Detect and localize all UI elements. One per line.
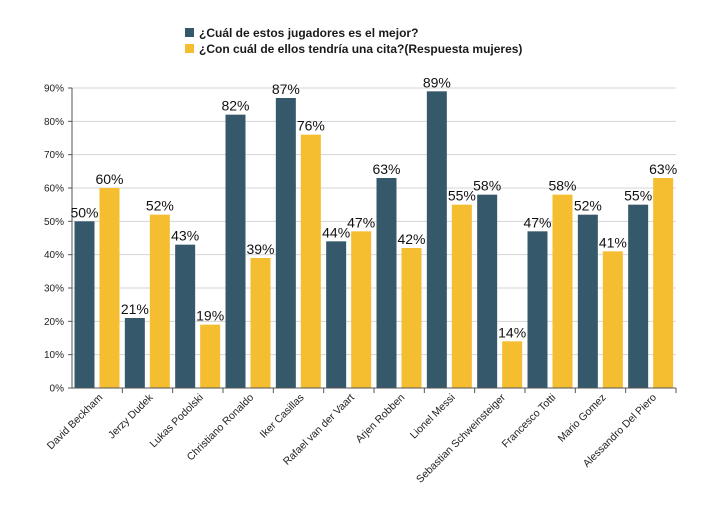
y-axis-ticks: 0% 10% 20% 30% 40% 50% 60% 70% 80% 90% — [44, 84, 72, 395]
bar-series-1-8 — [426, 91, 447, 388]
data-label-series-2-1: 60% — [95, 171, 123, 187]
data-labels: 50%60%21%52%43%19%82%39%87%76%44%47%63%4… — [70, 74, 677, 340]
bar-series-2-2 — [149, 214, 170, 388]
y-tick-label: 0% — [50, 384, 65, 395]
bar-series-2-6 — [351, 231, 372, 388]
bar-series-1-2 — [124, 318, 145, 388]
data-label-series-2-3: 19% — [196, 308, 224, 324]
y-tick-label: 40% — [44, 250, 64, 261]
bar-series-1-1 — [74, 221, 95, 388]
bars — [74, 91, 674, 389]
data-label-series-2-12: 63% — [649, 161, 677, 177]
x-category-label: Jerzy Dudek — [106, 391, 156, 441]
y-tick-label: 20% — [44, 317, 64, 328]
bar-series-1-12 — [628, 204, 649, 388]
bar-series-1-4 — [225, 114, 246, 389]
bar-series-2-11 — [602, 251, 623, 388]
bar-series-2-9 — [502, 341, 523, 388]
data-label-series-2-2: 52% — [146, 198, 174, 214]
x-category-label: Arjen Robben — [353, 392, 407, 446]
x-category-label: David Beckham — [45, 391, 106, 452]
data-label-series-1-4: 82% — [221, 98, 249, 114]
data-label-series-2-6: 47% — [347, 214, 375, 230]
data-label-series-2-4: 39% — [246, 241, 274, 257]
data-label-series-2-5: 76% — [297, 118, 325, 134]
bar-series-1-9 — [477, 194, 498, 388]
data-label-series-2-8: 55% — [448, 188, 476, 204]
data-label-series-1-1: 50% — [70, 204, 98, 220]
y-tick-label: 70% — [44, 150, 64, 161]
data-label-series-1-12: 55% — [624, 188, 652, 204]
x-category-label: Francesco Totti — [500, 392, 559, 451]
bar-series-2-5 — [300, 134, 321, 388]
data-label-series-1-5: 87% — [272, 81, 300, 97]
axes — [71, 88, 677, 393]
y-tick-label: 50% — [44, 217, 64, 228]
x-category-label: Lionel Messi — [408, 392, 458, 442]
bar-series-2-8 — [451, 204, 472, 388]
data-label-series-1-8: 89% — [423, 74, 451, 90]
y-tick-label: 10% — [44, 350, 64, 361]
data-label-series-1-10: 47% — [523, 214, 551, 230]
bar-series-1-11 — [577, 214, 598, 388]
data-label-series-1-11: 52% — [574, 198, 602, 214]
bar-series-2-4 — [250, 258, 271, 388]
bar-series-2-10 — [552, 194, 573, 388]
bar-series-2-12 — [653, 178, 674, 388]
x-category-label: Mario Gomez — [556, 392, 609, 445]
bar-series-1-6 — [326, 241, 347, 388]
legend-label-series-1: ¿Cuál de estos jugadores es el mejor? — [199, 26, 418, 40]
bar-series-1-7 — [376, 178, 397, 388]
legend: ¿Cuál de estos jugadores es el mejor? ¿C… — [185, 26, 522, 56]
gridlines — [72, 87, 676, 356]
data-label-series-1-2: 21% — [121, 301, 149, 317]
bar-series-2-1 — [99, 188, 120, 388]
data-label-series-1-9: 58% — [473, 178, 501, 194]
bar-series-1-10 — [527, 231, 548, 388]
data-label-series-2-9: 14% — [498, 324, 526, 340]
legend-swatch-series-2 — [185, 44, 194, 53]
legend-swatch-series-1 — [185, 28, 194, 37]
bar-series-2-7 — [401, 248, 422, 388]
x-category-label: Sebastian Schweinsteiger — [414, 391, 508, 485]
data-label-series-2-7: 42% — [397, 231, 425, 247]
bar-series-1-3 — [175, 244, 196, 388]
data-label-series-2-10: 58% — [548, 178, 576, 194]
y-tick-label: 30% — [44, 284, 64, 295]
x-category-label: Iker Casillas — [258, 392, 307, 441]
y-tick-label: 60% — [44, 184, 64, 195]
data-label-series-1-6: 44% — [322, 224, 350, 240]
y-tick-label: 90% — [44, 84, 64, 95]
bar-series-2-3 — [200, 324, 221, 388]
data-label-series-1-7: 63% — [372, 161, 400, 177]
bar-series-1-5 — [275, 98, 296, 388]
data-label-series-2-11: 41% — [599, 234, 627, 250]
data-label-series-1-3: 43% — [171, 228, 199, 244]
legend-label-series-2: ¿Con cuál de ellos tendría una cita?(Res… — [199, 42, 522, 56]
y-tick-label: 80% — [44, 117, 64, 128]
